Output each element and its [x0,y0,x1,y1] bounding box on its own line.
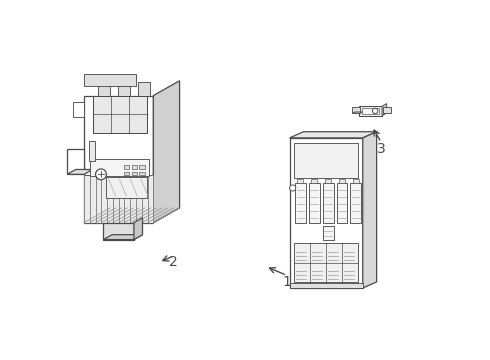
Polygon shape [93,95,147,132]
Text: 2: 2 [170,255,178,269]
Polygon shape [140,172,145,175]
Polygon shape [103,222,134,239]
Polygon shape [124,166,129,169]
Polygon shape [106,177,147,198]
Polygon shape [124,172,129,175]
Polygon shape [337,183,347,222]
Polygon shape [350,183,361,222]
Polygon shape [103,235,143,239]
Polygon shape [362,108,379,114]
Polygon shape [74,102,84,117]
Polygon shape [67,170,93,174]
Circle shape [290,185,296,191]
Polygon shape [359,106,382,116]
Polygon shape [309,183,319,222]
Polygon shape [353,179,359,183]
Circle shape [372,108,378,114]
Polygon shape [118,82,130,95]
Polygon shape [98,82,110,95]
Polygon shape [339,179,345,183]
Polygon shape [67,149,84,174]
Polygon shape [134,218,143,239]
Polygon shape [290,138,363,288]
Polygon shape [140,166,145,169]
Polygon shape [297,179,303,183]
Polygon shape [363,132,377,288]
Polygon shape [132,172,137,175]
Polygon shape [138,82,150,95]
Polygon shape [382,104,387,116]
Polygon shape [359,113,387,116]
Polygon shape [290,132,377,138]
Polygon shape [325,179,331,183]
Polygon shape [84,74,136,86]
Polygon shape [90,159,149,176]
Polygon shape [132,166,137,169]
Polygon shape [153,81,180,222]
Polygon shape [352,112,363,113]
Polygon shape [383,107,391,113]
Polygon shape [290,283,363,288]
Polygon shape [294,143,358,178]
Text: 1: 1 [283,275,292,289]
Polygon shape [84,208,180,222]
Text: 3: 3 [377,141,386,156]
Polygon shape [311,179,318,183]
Polygon shape [294,243,358,282]
Polygon shape [323,183,334,222]
Polygon shape [84,175,153,222]
Polygon shape [323,226,334,239]
Circle shape [96,169,106,180]
Polygon shape [295,183,306,222]
Polygon shape [89,141,95,161]
Polygon shape [84,95,153,222]
Polygon shape [352,107,360,113]
